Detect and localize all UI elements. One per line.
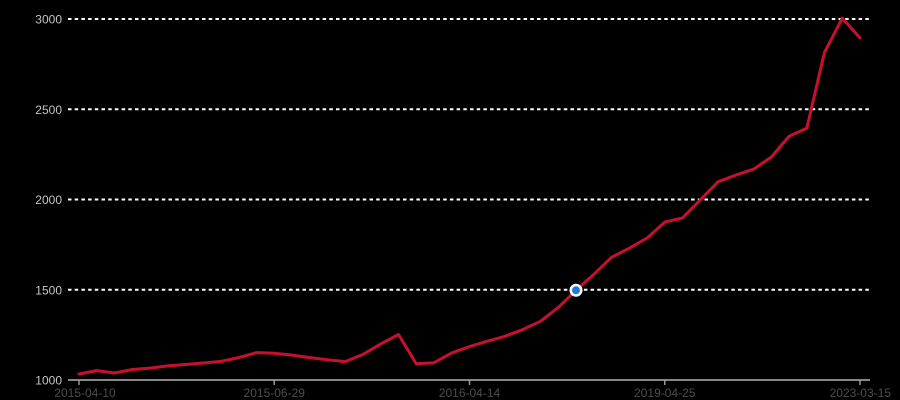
y-tick-label-1000: 1000 — [35, 374, 62, 388]
series-line-value — [77, 16, 862, 376]
y-tick-label-2500: 2500 — [35, 103, 62, 117]
y-tick-label-2000: 2000 — [35, 193, 62, 207]
y-tick-label-1500: 1500 — [35, 283, 62, 297]
highlight-marker-dot[interactable] — [572, 286, 580, 295]
x-tick-label-2: 2016-04-14 — [439, 386, 501, 400]
x-tick-label-3: 2019-04-25 — [634, 386, 696, 400]
x-tick-label-0: 2015-04-10 — [54, 386, 116, 400]
x-tick-label-4: 2023-03-15 — [830, 386, 892, 400]
x-tick-label-1: 2015-06-29 — [244, 386, 306, 400]
y-tick-label-3000: 3000 — [35, 13, 62, 27]
